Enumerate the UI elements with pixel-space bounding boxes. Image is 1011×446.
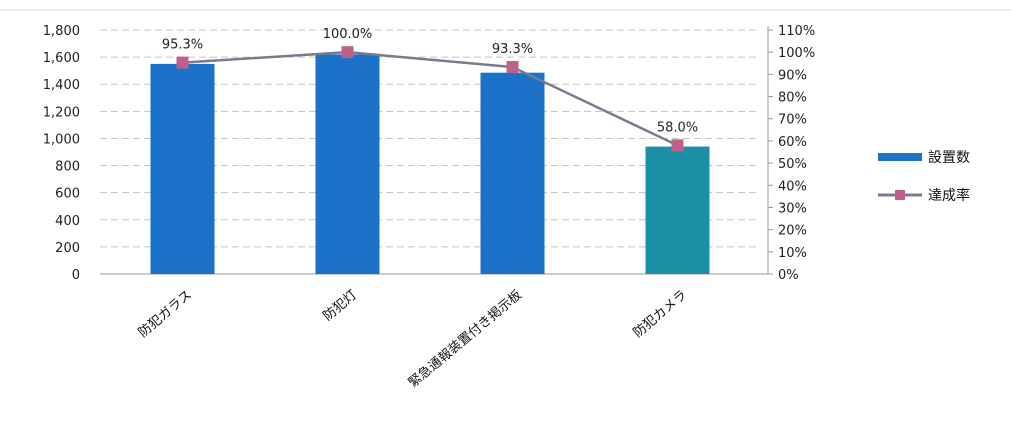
y-tick-label: 1,000 xyxy=(43,132,80,147)
y2-tick-label: 50% xyxy=(778,157,807,172)
bar-防犯ガラス xyxy=(150,63,215,275)
left-axis-ticks: 0 200 400 600 800 1,000 1,200 1,400 1,600 1,800 xyxy=(43,24,80,283)
line-data-label: 100.0% xyxy=(323,27,373,42)
bar-防犯カメラ xyxy=(645,146,710,274)
y2-tick-label: 80% xyxy=(778,91,807,106)
line-data-label: 58.0% xyxy=(657,120,698,135)
category-label: 緊急通報装置付き掲示板 xyxy=(405,287,525,391)
legend: 設置数 達成率 xyxy=(878,150,970,204)
line-achievement-rate xyxy=(182,50,679,147)
y2-tick-label: 0% xyxy=(778,268,799,283)
y2-tick-label: 60% xyxy=(778,135,807,150)
y-tick-label: 0 xyxy=(72,268,80,283)
category-label: 防犯灯 xyxy=(320,287,360,324)
y2-tick-label: 10% xyxy=(778,246,807,261)
legend-swatch-bar xyxy=(878,153,922,161)
line-data-label: 93.3% xyxy=(492,42,533,57)
line-marker-緊急通報装置付き掲示板 xyxy=(506,61,519,74)
line-marker-防犯灯 xyxy=(341,46,354,59)
y2-tick-label: 90% xyxy=(778,68,807,83)
y-tick-label: 800 xyxy=(55,160,80,175)
legend-label-bar: 設置数 xyxy=(928,150,970,166)
category-label: 防犯カメラ xyxy=(630,287,690,341)
line-marker-防犯カメラ xyxy=(671,139,684,152)
y-tick-label: 200 xyxy=(55,241,80,256)
y-tick-label: 1,600 xyxy=(43,51,80,66)
bar-series xyxy=(150,54,710,275)
legend-swatch-marker xyxy=(895,190,905,200)
legend-label-line: 達成率 xyxy=(928,187,970,204)
y-tick-label: 1,800 xyxy=(43,24,80,39)
y-tick-label: 600 xyxy=(55,187,80,202)
bar-防犯灯 xyxy=(315,54,380,275)
y2-tick-label: 70% xyxy=(778,113,807,128)
right-axis-ticks: 0% 10% 20% 30% 40% 50% 60% 70% 80% 90% 100% 110% xyxy=(778,24,815,283)
y2-tick-label: 40% xyxy=(778,179,807,194)
line-data-label: 95.3% xyxy=(162,38,203,53)
y2-tick-label: 110% xyxy=(778,24,815,39)
y2-tick-label: 100% xyxy=(778,46,815,61)
bar-緊急通報装置付き掲示板 xyxy=(480,72,545,274)
y-tick-label: 1,200 xyxy=(43,105,80,120)
y2-tick-label: 20% xyxy=(778,224,807,239)
category-label: 防犯ガラス xyxy=(135,287,195,341)
line-series: 95.3% 100.0% 93.3% 58.0% xyxy=(162,27,698,152)
line-marker-防犯ガラス xyxy=(176,56,189,69)
y2-tick-label: 30% xyxy=(778,201,807,216)
y-tick-label: 400 xyxy=(55,214,80,229)
y-tick-label: 1,400 xyxy=(43,78,80,93)
category-labels: 防犯ガラス 防犯灯 緊急通報装置付き掲示板 防犯カメラ xyxy=(135,287,690,391)
